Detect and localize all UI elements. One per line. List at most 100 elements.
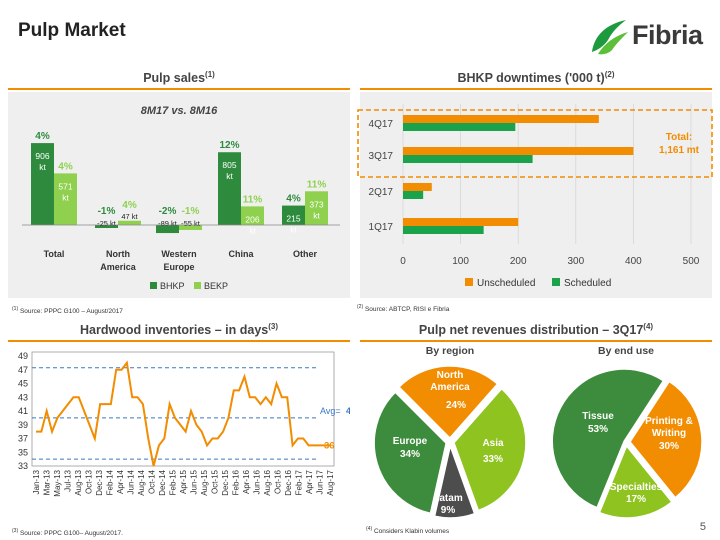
category-label: North — [106, 249, 130, 259]
category-label: Total — [44, 249, 65, 259]
tick-label: 200 — [510, 256, 527, 267]
source-note: (2) Source: ABTCP, RISI e Fibria — [357, 304, 450, 314]
legend-label: BHKP — [160, 281, 185, 291]
pct-label: 11% — [307, 179, 327, 190]
tick-label: Apr-15 — [179, 469, 188, 494]
bar-bekp — [241, 206, 264, 225]
tick-label: 39 — [18, 420, 28, 430]
category-label: America — [100, 262, 137, 272]
tick-label: Jun-14 — [127, 469, 136, 494]
slice-label: America — [430, 382, 470, 393]
source-note: (3) Source: PPPC G100– August/2017. — [12, 528, 123, 538]
slice-label: Writing — [652, 428, 686, 439]
bar-bhkp — [31, 143, 54, 225]
bar-bekp — [118, 220, 141, 225]
tick-label: 100 — [452, 256, 469, 267]
divider — [8, 88, 350, 90]
bar-bhkp — [218, 152, 241, 225]
slice-label: Europe — [393, 436, 428, 447]
series-line — [36, 360, 330, 467]
category-label: Other — [293, 249, 318, 259]
source-note: (4) Considers Klabin volumes — [366, 526, 450, 536]
highlight-box — [357, 109, 713, 178]
pie-slice — [598, 444, 673, 519]
slice-pct: 9% — [441, 505, 456, 516]
tick-label: 47 — [18, 365, 28, 375]
chart-subtitle: 8M17 vs. 8M16 — [141, 105, 218, 117]
data-label: -55 kt — [181, 219, 201, 228]
legend-swatch — [552, 278, 560, 286]
legend-label: Scheduled — [564, 278, 611, 289]
tick-label: Dec-16 — [284, 469, 293, 495]
data-label: 206 — [245, 214, 259, 224]
pct-label: 12% — [219, 140, 239, 151]
slice-pct: 33% — [483, 454, 503, 465]
page-title: Pulp Market — [18, 20, 126, 41]
reference-value: 40 — [346, 406, 350, 416]
pulp-sales-title: Pulp sales(1) — [143, 70, 215, 86]
tick-label: 49 — [18, 351, 28, 361]
tick-label: Apr-16 — [242, 469, 251, 494]
tick-label: Feb-14 — [106, 469, 115, 495]
bar-unscheduled — [403, 218, 519, 226]
tick-label: Aug-17 — [326, 469, 335, 495]
tick-label: Jun-15 — [190, 469, 199, 494]
tick-label: Dec-14 — [158, 469, 167, 495]
pct-label: -1% — [182, 206, 200, 217]
legend-label: BEKP — [204, 281, 228, 291]
tick-label: 300 — [567, 256, 584, 267]
bar-bhkp — [156, 225, 179, 234]
data-label: 805 — [222, 160, 236, 170]
tick-label: May-13 — [53, 469, 62, 496]
leaf-icon — [592, 20, 628, 55]
tick-label: Apr-17 — [305, 469, 314, 494]
pct-label: -2% — [159, 206, 177, 217]
divider — [360, 88, 712, 90]
legend-swatch — [194, 282, 201, 289]
tick-label: 33 — [18, 461, 28, 471]
tick-label: Feb-15 — [169, 469, 178, 495]
data-label: kt — [62, 192, 69, 202]
bar-unscheduled — [403, 115, 599, 123]
bar-scheduled — [403, 123, 516, 131]
bar-bekp — [179, 225, 202, 230]
last-value-label: 36 — [324, 440, 335, 451]
slice-pct: 17% — [626, 494, 646, 505]
slice-label: Asia — [482, 438, 504, 449]
bar-bekp — [305, 191, 328, 225]
legend-label: Unscheduled — [477, 278, 535, 289]
tick-label: Feb-16 — [232, 469, 241, 495]
tick-label: Mar-13 — [43, 469, 52, 495]
pie-slice — [373, 391, 447, 515]
tick-label: 41 — [18, 406, 28, 416]
annotation-title: Total: — [666, 132, 692, 143]
tick-label: 43 — [18, 392, 28, 402]
bar-bhkp — [95, 225, 118, 228]
tick-label: Feb-17 — [295, 469, 304, 495]
pie-slice — [433, 443, 476, 519]
data-label: -89 kt — [158, 219, 178, 228]
bar-bhkp — [282, 205, 305, 225]
tick-label: Aug-14 — [137, 469, 146, 495]
category-label: 1Q17 — [369, 222, 394, 233]
tick-label: Jul-13 — [64, 469, 73, 491]
fibria-logo: Fibria — [588, 16, 708, 56]
annotation-value: 1,161 mt — [659, 145, 700, 156]
slice-pct: 34% — [400, 449, 420, 460]
reference-label: Avg= — [320, 406, 341, 416]
inventories-chart: 33 35 37 39 41 43 45 47 49 Avg= 40 36 Jan-13Mar-13Ma… — [18, 351, 350, 497]
pie-title: By region — [426, 345, 474, 357]
pct-label: 4% — [122, 200, 137, 211]
pie-slice — [453, 387, 527, 512]
category-label: Europe — [163, 262, 194, 272]
tick-label: 45 — [18, 379, 28, 389]
data-label: kt — [290, 225, 297, 235]
category-label: 4Q17 — [369, 119, 394, 130]
tick-label: Jun-17 — [316, 469, 325, 494]
category-label: 3Q17 — [369, 151, 394, 162]
pie-slice — [629, 380, 703, 499]
data-label: 373 — [309, 199, 323, 209]
logo-text: Fibria — [632, 20, 703, 50]
slice-label: Specialties — [610, 482, 663, 493]
inventories-title: Hardwood inventories – in days(3) — [79, 322, 279, 338]
